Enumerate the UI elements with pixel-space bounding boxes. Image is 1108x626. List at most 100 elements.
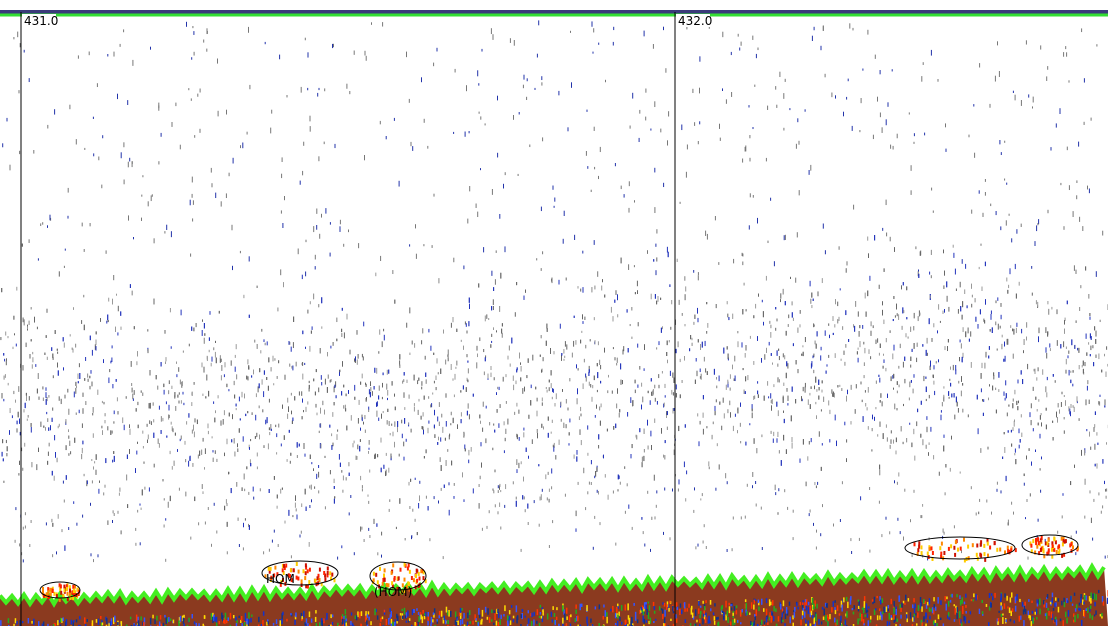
seabed-speckle [685, 619, 687, 623]
echo-dot [733, 517, 734, 520]
echo-dot [365, 51, 366, 56]
echo-dot [466, 387, 467, 392]
seabed-speckle [954, 604, 956, 606]
echo-dot [898, 366, 899, 369]
echo-dot [336, 318, 337, 322]
echo-dot [747, 375, 748, 380]
echo-dot [786, 331, 787, 336]
echo-dot [998, 324, 999, 330]
echo-dot [945, 492, 946, 495]
echo-dot [336, 395, 337, 398]
echo-dot [655, 244, 656, 247]
echo-dot [587, 491, 588, 494]
echo-dot [538, 464, 539, 466]
echo-dot [31, 339, 32, 341]
echo-dot [668, 111, 669, 116]
seabed-speckle [462, 619, 464, 625]
echo-dot [142, 489, 143, 495]
echo-dot [1095, 464, 1096, 467]
echo-dot [348, 390, 349, 394]
seabed-speckle [496, 621, 498, 626]
echo-dot [212, 357, 213, 362]
echo-dot [778, 410, 779, 416]
echo-dot [702, 493, 703, 496]
echo-dot [394, 394, 395, 397]
echo-dot [1057, 417, 1058, 423]
echo-dot [292, 515, 293, 517]
seabed-speckle [879, 608, 881, 611]
seabed-speckle [416, 608, 418, 611]
seabed-speckle [540, 605, 542, 608]
echo-dot [277, 376, 278, 379]
seabed-speckle [831, 607, 833, 612]
echo-dot [443, 556, 444, 559]
echo-dot [950, 367, 951, 370]
echo-dot [183, 392, 184, 395]
seabed-speckle [150, 618, 152, 624]
echo-dot [975, 298, 976, 302]
echo-dot [1073, 405, 1074, 407]
echo-dot [377, 552, 378, 555]
echo-dot [231, 439, 232, 442]
echo-dot [165, 518, 166, 520]
echo-dot [102, 401, 103, 403]
seabed-speckle [456, 621, 458, 625]
echo-dot [422, 426, 423, 429]
echo-dot [522, 388, 523, 394]
echo-dot [596, 467, 597, 472]
echo-dot [706, 331, 707, 334]
seabed-speckle [664, 610, 666, 617]
echo-dot [914, 142, 915, 144]
echo-dot [361, 527, 362, 530]
echo-dot [541, 335, 542, 338]
seabed-speckle [92, 620, 94, 626]
echo-dot [862, 325, 863, 329]
echo-dot [316, 404, 317, 408]
echo-dot [59, 424, 60, 427]
echo-dot [161, 430, 162, 434]
echo-dot [569, 419, 570, 423]
echo-dot [103, 359, 104, 363]
echo-dot [644, 344, 645, 350]
echo-dot [809, 513, 810, 516]
echo-dot [192, 26, 193, 28]
seabed-speckle [888, 605, 890, 608]
echo-dot [553, 445, 554, 448]
echo-dot [456, 329, 457, 332]
echo-dot [1031, 462, 1032, 466]
echo-dot [493, 327, 494, 330]
echo-dot [914, 374, 915, 377]
echo-dot [752, 472, 753, 477]
echo-dot [891, 376, 892, 381]
echo-dot [1069, 80, 1070, 82]
seabed-speckle [750, 621, 752, 625]
seabed-speckle [836, 620, 838, 626]
echo-dot [269, 432, 270, 435]
echo-dot [493, 424, 494, 426]
echo-dot [1010, 325, 1011, 328]
echo-dot [280, 489, 281, 494]
echo-dot [914, 133, 915, 136]
echo-dot [877, 434, 878, 436]
echo-dot [930, 427, 931, 432]
seabed-speckle [918, 605, 920, 611]
echo-dot [243, 547, 244, 550]
echo-dot [954, 415, 955, 420]
echo-dot [918, 316, 919, 321]
echo-dot [953, 245, 954, 248]
seabed-speckle [586, 617, 588, 624]
echo-dot [1100, 320, 1101, 322]
echo-dot [921, 401, 922, 405]
echo-dot [68, 409, 69, 415]
echo-dot [628, 264, 629, 270]
echo-dot [899, 385, 900, 388]
seabed-speckle [531, 621, 533, 626]
echo-dot [381, 468, 382, 473]
echo-dot [371, 22, 372, 25]
echo-dot [1028, 94, 1029, 97]
echo-dot [64, 500, 65, 503]
seabed-speckle [1090, 593, 1092, 599]
echo-dot [297, 515, 298, 520]
echo-dot [480, 116, 481, 119]
echo-dot [1031, 266, 1032, 269]
